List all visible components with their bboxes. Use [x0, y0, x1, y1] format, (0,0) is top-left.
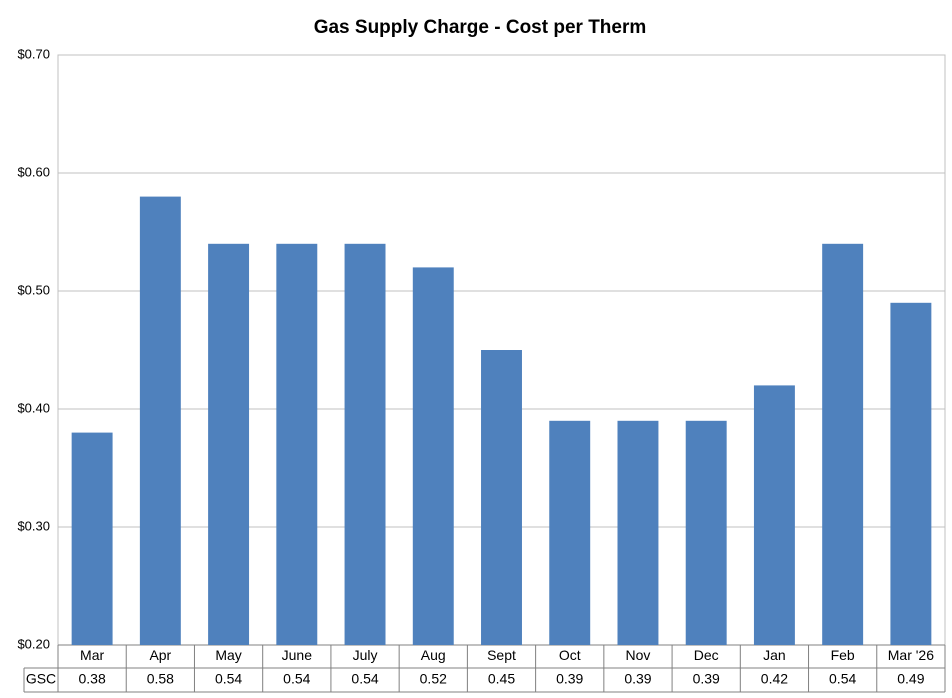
x-tick-label: Apr — [149, 647, 171, 663]
bar — [617, 420, 659, 645]
table-value: 0.49 — [897, 671, 924, 687]
table-value: 0.45 — [488, 671, 515, 687]
table-value: 0.54 — [829, 671, 856, 687]
table-value: 0.54 — [283, 671, 310, 687]
table-value: 0.58 — [147, 671, 174, 687]
x-tick-label: Oct — [559, 647, 581, 663]
x-tick-label: Nov — [626, 647, 651, 663]
y-tick-label: $0.20 — [17, 636, 50, 651]
legend-label: GSC — [26, 671, 56, 687]
x-tick-label: Mar '26 — [888, 647, 934, 663]
bar — [139, 196, 181, 645]
table-value: 0.38 — [78, 671, 105, 687]
bar — [549, 420, 591, 645]
x-tick-label: July — [353, 647, 378, 663]
bar — [208, 243, 250, 646]
bar — [822, 243, 864, 646]
table-value: 0.39 — [556, 671, 583, 687]
bar — [685, 420, 727, 645]
table-value: 0.52 — [420, 671, 447, 687]
x-tick-label: June — [282, 647, 313, 663]
x-tick-label: Sept — [487, 647, 516, 663]
table-value: 0.39 — [624, 671, 651, 687]
table-value: 0.54 — [215, 671, 242, 687]
bar — [276, 243, 318, 646]
bar — [344, 243, 386, 646]
bar — [890, 302, 932, 645]
y-tick-label: $0.40 — [17, 400, 50, 415]
x-tick-label: Jan — [763, 647, 786, 663]
table-value: 0.39 — [693, 671, 720, 687]
x-tick-label: May — [215, 647, 241, 663]
y-tick-label: $0.30 — [17, 518, 50, 533]
bar — [71, 432, 113, 645]
x-tick-label: Aug — [421, 647, 446, 663]
chart-title: Gas Supply Charge - Cost per Therm — [314, 17, 647, 38]
x-tick-label: Mar — [80, 647, 104, 663]
x-tick-label: Dec — [694, 647, 719, 663]
bar — [753, 385, 795, 645]
y-tick-label: $0.70 — [17, 46, 50, 61]
table-value: 0.42 — [761, 671, 788, 687]
y-tick-label: $0.60 — [17, 164, 50, 179]
x-tick-label: Feb — [831, 647, 855, 663]
bar — [481, 350, 522, 645]
y-tick-label: $0.50 — [17, 282, 50, 297]
bar — [412, 267, 454, 645]
table-value: 0.54 — [351, 671, 378, 687]
